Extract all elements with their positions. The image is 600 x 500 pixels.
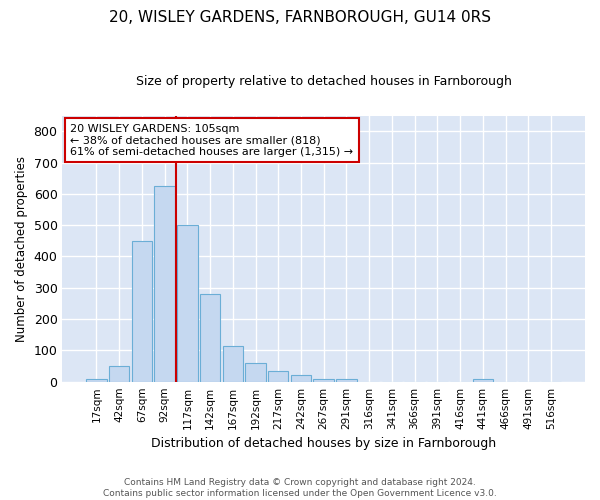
Y-axis label: Number of detached properties: Number of detached properties <box>15 156 28 342</box>
Bar <box>177 225 197 382</box>
Text: Contains HM Land Registry data © Crown copyright and database right 2024.
Contai: Contains HM Land Registry data © Crown c… <box>103 478 497 498</box>
Title: Size of property relative to detached houses in Farnborough: Size of property relative to detached ho… <box>136 75 512 88</box>
Bar <box>291 375 311 382</box>
Bar <box>200 294 220 382</box>
Bar <box>473 380 493 382</box>
Text: 20 WISLEY GARDENS: 105sqm
← 38% of detached houses are smaller (818)
61% of semi: 20 WISLEY GARDENS: 105sqm ← 38% of detac… <box>70 124 353 156</box>
Bar <box>131 241 152 382</box>
Bar <box>109 366 130 382</box>
Bar <box>245 363 266 382</box>
Bar <box>313 378 334 382</box>
Bar <box>223 346 243 382</box>
Text: 20, WISLEY GARDENS, FARNBOROUGH, GU14 0RS: 20, WISLEY GARDENS, FARNBOROUGH, GU14 0R… <box>109 10 491 25</box>
Bar <box>336 380 356 382</box>
X-axis label: Distribution of detached houses by size in Farnborough: Distribution of detached houses by size … <box>151 437 496 450</box>
Bar <box>86 378 107 382</box>
Bar <box>268 370 289 382</box>
Bar <box>154 186 175 382</box>
